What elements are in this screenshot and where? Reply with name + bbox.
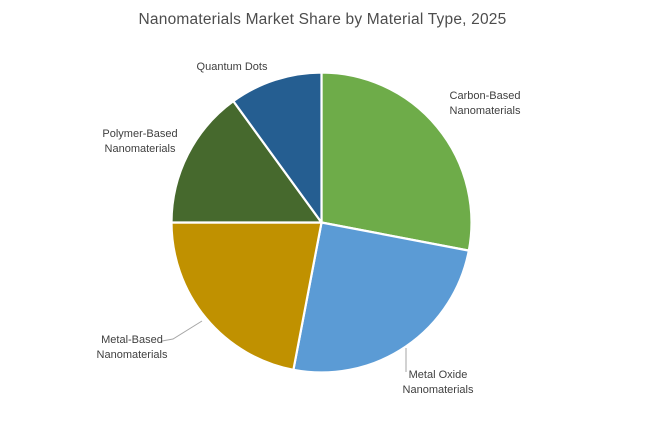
pie-slice-quantum-dots — [232, 71, 323, 224]
pie-slice-carbon-based-nanomaterials — [320, 71, 473, 252]
pie-slice-polymer-based-nanomaterials — [170, 100, 323, 224]
pie-slice-metal-based-nanomaterials — [170, 221, 323, 371]
slice-label-metal-oxide-nanomaterials: Metal Oxide Nanomaterials — [402, 369, 474, 396]
chart-title: Nanomaterials Market Share by Material T… — [138, 11, 507, 28]
pie-slice-metal-oxide-nanomaterials — [292, 221, 470, 374]
slice-label-carbon-based-nanomaterials: Carbon-Based Nanomaterials — [449, 90, 521, 117]
pie-chart — [170, 71, 473, 374]
slice-label-quantum-dots: Quantum Dots — [196, 61, 268, 73]
slice-label-polymer-based-nanomaterials: Polymer-Based Nanomaterials — [102, 128, 178, 155]
slice-label-metal-based-nanomaterials: Metal-Based Nanomaterials — [96, 334, 168, 361]
